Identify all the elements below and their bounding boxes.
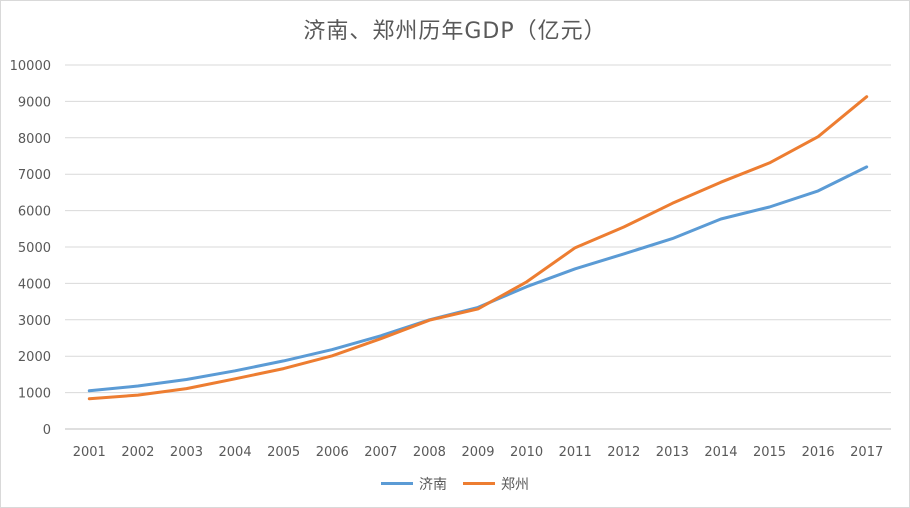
x-tick-label: 2015 [753,445,786,460]
x-tick-label: 2003 [170,445,203,460]
y-tick-label: 2000 [18,350,51,365]
series-line-郑州 [87,95,869,401]
legend-label: 郑州 [501,476,529,493]
x-tick-label: 2008 [413,445,446,460]
x-tick-label: 2012 [607,445,640,460]
x-tick-label: 2011 [559,445,592,460]
legend-item: 郑州 [463,474,529,494]
series-line-济南 [87,165,869,393]
gridlines [65,64,891,394]
x-tick-label: 2002 [121,445,154,460]
x-tick-label: 2006 [316,445,349,460]
x-tick-label: 2014 [704,445,737,460]
y-tick-label: 9000 [18,95,51,110]
chart-title: 济南、郑州历年GDP（亿元） [303,19,607,44]
x-tick-label: 2001 [73,445,106,460]
x-tick-label: 2007 [364,445,397,460]
y-tick-label: 4000 [18,277,51,292]
y-tick-label: 8000 [18,132,51,147]
legend-label: 济南 [419,476,447,493]
y-axis-ticks: 0 1000 2000 3000 4000 5000 6000 7000 8000 9000 100… [10,59,51,438]
legend-swatch [463,482,495,485]
x-tick-label: 2004 [219,445,252,460]
x-tick-label: 2016 [802,445,835,460]
x-tick-label: 2005 [267,445,300,460]
x-axis-ticks: 2001 2002 2003 2004 2005 2006 2007 2008 2009 2010… [73,445,884,460]
y-tick-label: 5000 [18,241,51,256]
y-tick-label: 6000 [18,205,51,220]
x-tick-label: 2009 [461,445,494,460]
y-tick-label: 10000 [10,59,51,74]
y-tick-label: 3000 [18,314,51,329]
legend-item: 济南 [381,474,447,494]
x-tick-label: 2013 [656,445,689,460]
legend: 济南 郑州 [1,473,909,494]
y-tick-label: 7000 [18,168,51,183]
y-tick-label: 0 [43,423,51,438]
x-tick-label: 2017 [850,445,883,460]
legend-swatch [381,482,413,485]
x-tick-label: 2010 [510,445,543,460]
series-lines [87,95,869,401]
y-tick-label: 1000 [18,387,51,402]
